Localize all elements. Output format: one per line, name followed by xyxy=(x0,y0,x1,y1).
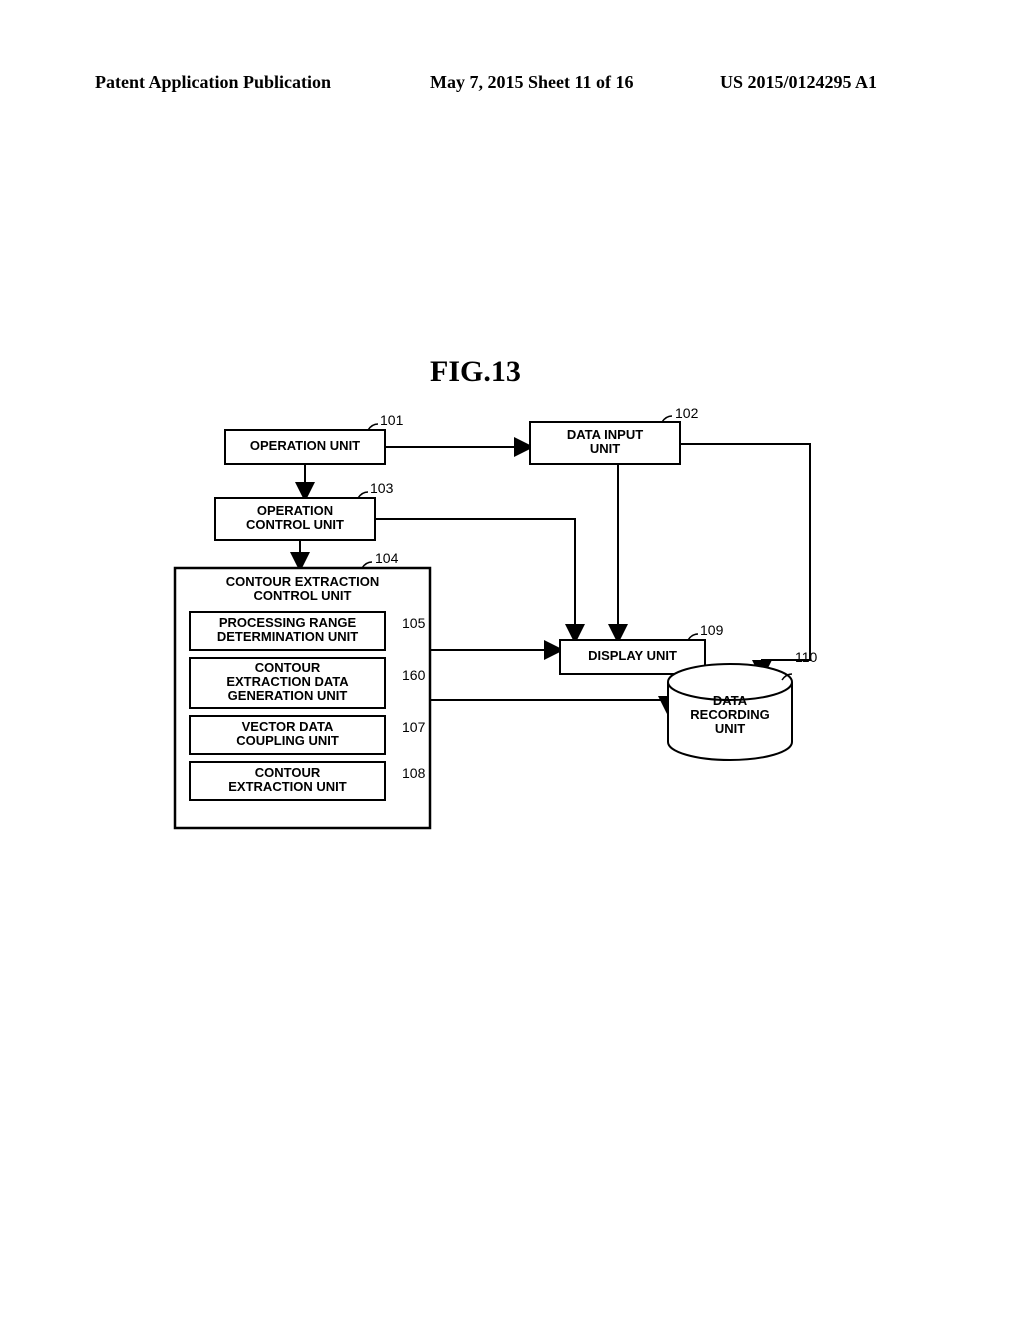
ref-operation_unit: 101 xyxy=(380,412,404,428)
ref-data_recording: 110 xyxy=(795,649,818,665)
node-label-display_unit: DISPLAY UNIT xyxy=(588,648,677,663)
node-label-operation_unit: OPERATION UNIT xyxy=(250,438,360,453)
ref-extraction_data: 160 xyxy=(402,667,426,683)
ref-vector_coupling: 107 xyxy=(402,719,426,735)
node-operation_unit: OPERATION UNIT 101 xyxy=(225,412,404,464)
ref-proc_range: 105 xyxy=(402,615,426,631)
node-label-vector_coupling: VECTOR DATACOUPLING UNIT xyxy=(236,719,339,748)
flowchart-diagram: OPERATION UNIT 101 DATA INPUTUNIT102 OPERAT… xyxy=(0,0,1020,1320)
nodes: OPERATION UNIT 101 DATA INPUTUNIT102 OPERAT… xyxy=(175,405,818,828)
ref-contour_control: 104 xyxy=(375,550,399,566)
ref-display_unit: 109 xyxy=(700,622,724,638)
page: Patent Application Publication May 7, 20… xyxy=(0,0,1020,1320)
node-data_input_unit: DATA INPUTUNIT102 xyxy=(530,405,699,464)
node-label-operation_control_unit: OPERATIONCONTROL UNIT xyxy=(246,503,344,532)
ref-data_input_unit: 102 xyxy=(675,405,699,421)
ref-contour_extraction: 108 xyxy=(402,765,426,781)
edge-contour-right-record xyxy=(430,700,668,712)
node-label-proc_range: PROCESSING RANGEDETERMINATION UNIT xyxy=(217,615,358,644)
ref-operation_control_unit: 103 xyxy=(370,480,394,496)
